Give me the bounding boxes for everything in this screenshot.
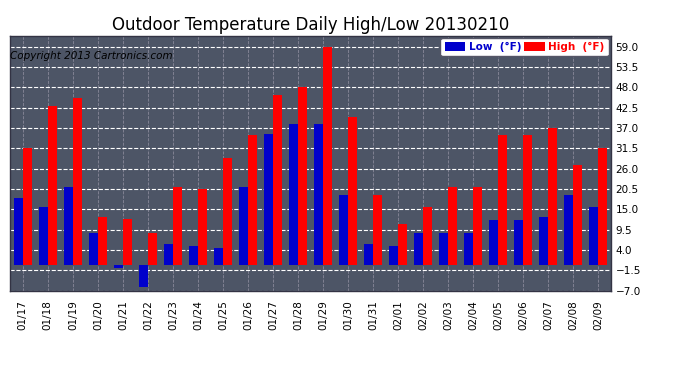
Bar (589, 207, 598, 265)
Bar (464, 233, 473, 265)
Bar (89, 233, 98, 265)
Bar (289, 124, 298, 265)
Bar (339, 195, 348, 265)
Text: Copyright 2013 Cartronics.com: Copyright 2013 Cartronics.com (10, 51, 173, 61)
Bar (448, 187, 457, 265)
Bar (248, 135, 257, 265)
Bar (23, 148, 32, 265)
Bar (573, 165, 582, 265)
Bar (64, 187, 73, 265)
Bar (564, 195, 573, 265)
Bar (189, 246, 198, 265)
Bar (439, 233, 448, 265)
Bar (523, 135, 532, 265)
Bar (414, 233, 423, 265)
Bar (473, 187, 482, 265)
Bar (173, 187, 182, 265)
Bar (214, 248, 223, 265)
Bar (298, 87, 307, 265)
Bar (273, 95, 282, 265)
Bar (364, 244, 373, 265)
Bar (323, 47, 332, 265)
Bar (114, 265, 123, 268)
Bar (98, 217, 107, 265)
Bar (239, 187, 248, 265)
Bar (398, 224, 407, 265)
Legend: Low  (°F), High  (°F): Low (°F), High (°F) (440, 38, 609, 56)
Bar (423, 207, 432, 265)
Bar (14, 198, 23, 265)
Bar (389, 246, 398, 265)
Bar (148, 233, 157, 265)
Bar (314, 124, 323, 265)
Bar (48, 106, 57, 265)
Bar (373, 195, 382, 265)
Bar (548, 128, 557, 265)
Bar (164, 244, 173, 265)
Bar (514, 220, 523, 265)
Title: Outdoor Temperature Daily High/Low 20130210: Outdoor Temperature Daily High/Low 20130… (112, 16, 509, 34)
Bar (223, 158, 232, 265)
Bar (139, 265, 148, 287)
Bar (73, 99, 82, 265)
Bar (348, 117, 357, 265)
Bar (598, 148, 607, 265)
Bar (539, 217, 548, 265)
Bar (39, 207, 48, 265)
Bar (498, 135, 507, 265)
Bar (489, 220, 498, 265)
Bar (264, 134, 273, 265)
Bar (123, 219, 132, 265)
Bar (198, 189, 207, 265)
